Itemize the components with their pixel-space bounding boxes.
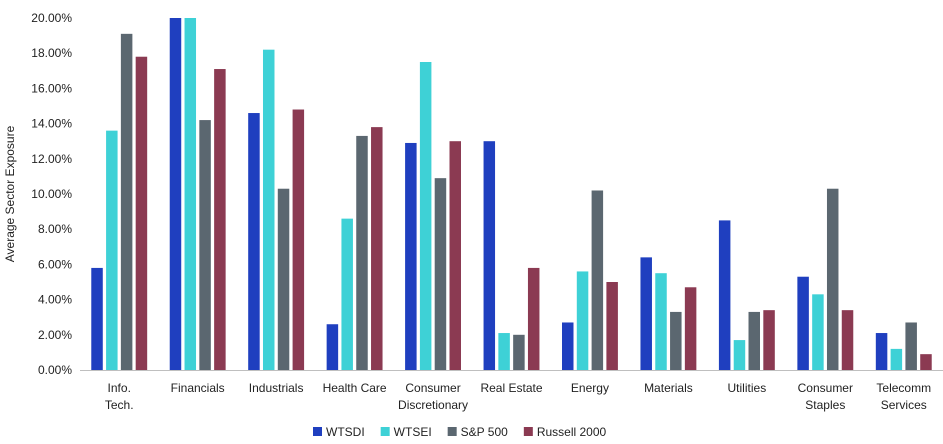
legend-label: Russell 2000 [537, 425, 607, 439]
bar [326, 324, 339, 370]
x-tick-label: Consumer Discretionary [398, 381, 468, 412]
legend-item: Russell 2000 [523, 425, 607, 439]
legend-swatch [447, 427, 457, 436]
bar [606, 282, 618, 370]
legend-label: WTSDI [326, 425, 365, 439]
bar [199, 120, 211, 370]
x-tick-label: Energy [571, 381, 609, 395]
y-tick-label: 2.00% [38, 328, 72, 342]
bars [91, 18, 932, 371]
bar [684, 287, 697, 370]
legend-swatch [313, 427, 322, 436]
bar [670, 311, 682, 370]
bar [135, 56, 148, 370]
y-tick-label: 20.00% [31, 11, 72, 25]
bar [640, 257, 652, 370]
x-tick-label: Materials [644, 381, 693, 395]
legend-item: WTSEI [380, 425, 432, 439]
bar [341, 218, 353, 370]
bar [826, 188, 839, 370]
bar [797, 276, 809, 370]
bar [169, 18, 182, 370]
bar [875, 333, 888, 370]
bar [655, 273, 667, 370]
bar [91, 267, 103, 370]
y-tick-label: 16.00% [31, 81, 72, 95]
x-tick-label: Utilities [728, 381, 767, 395]
bar [483, 141, 496, 370]
legend-label: S&P 500 [461, 425, 508, 439]
bar [356, 135, 368, 370]
bar [106, 130, 118, 370]
bar [763, 310, 775, 370]
bar [841, 310, 854, 370]
bar [748, 311, 761, 370]
x-tick-label: Info. Tech. [105, 381, 134, 412]
bar [527, 267, 540, 370]
bar [733, 340, 746, 370]
bar [262, 49, 275, 371]
legend: WTSDI WTSEI S&P 500 Russell 2000 [313, 425, 607, 439]
y-axis: 0.00% 2.00% 4.00% 6.00% 8.00% 10.00% 12.00% 14.… [31, 11, 72, 377]
bar [498, 333, 510, 370]
legend-item: S&P 500 [447, 425, 508, 439]
bar [292, 109, 305, 371]
y-tick-label: 8.00% [38, 222, 72, 236]
x-tick-label: Consumer Staples [798, 381, 853, 412]
x-tick-label: Financials [171, 381, 225, 395]
legend-item: WTSDI [313, 425, 365, 439]
bar [890, 348, 903, 370]
y-tick-label: 10.00% [31, 187, 72, 201]
bar [812, 294, 824, 370]
bar [405, 142, 417, 370]
bar [419, 62, 432, 370]
legend-swatch [380, 427, 390, 436]
legend-label: WTSEI [394, 425, 432, 439]
bar [371, 127, 383, 371]
bar [434, 178, 447, 370]
x-tick-label: Industrials [249, 381, 304, 395]
x-tick-label: Real Estate [480, 381, 542, 395]
bar [277, 188, 290, 370]
bar [576, 271, 589, 370]
bar [591, 190, 604, 370]
bar [120, 33, 133, 371]
bar [248, 113, 260, 370]
bar [718, 220, 731, 370]
bar [562, 322, 574, 370]
y-tick-label: 12.00% [31, 152, 72, 166]
y-tick-label: 14.00% [31, 117, 72, 131]
y-tick-label: 4.00% [38, 293, 72, 307]
y-tick-label: 6.00% [38, 257, 72, 271]
bar [905, 322, 917, 370]
x-tick-label: Telecomm Services [876, 381, 931, 412]
legend-swatch [523, 427, 533, 436]
y-tick-label: 0.00% [38, 363, 72, 377]
y-tick-label: 18.00% [31, 46, 72, 60]
bar [184, 18, 197, 370]
bar [214, 69, 226, 370]
bar [920, 354, 932, 370]
x-axis: Info. Tech. Financials Industrials Health Ca… [80, 370, 943, 412]
y-axis-title: Average Sector Exposure [3, 125, 17, 262]
bar [449, 141, 461, 370]
x-tick-label: Health Care [323, 381, 387, 395]
bar [513, 334, 525, 370]
